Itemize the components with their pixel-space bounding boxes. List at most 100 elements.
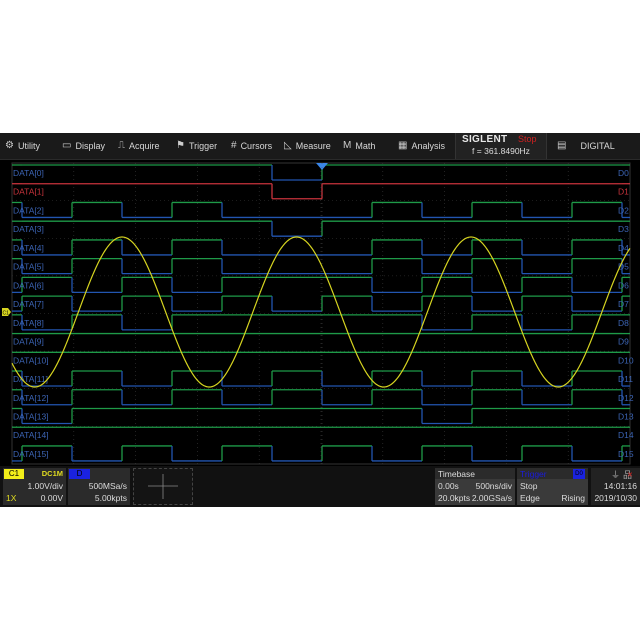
- channel-label: DATA[15]: [13, 449, 49, 459]
- digital-channel-12[interactable]: DATA[12] D12: [12, 389, 634, 406]
- math-icon: M: [343, 140, 352, 151]
- menu-label: Measure: [295, 141, 331, 151]
- channel-label: DATA[6]: [13, 280, 44, 290]
- channel-short-label: D4: [618, 243, 629, 253]
- system-status: ⏚ 品 ✕ 14:01:16 2019/10/30: [591, 468, 640, 505]
- timebase-scale: 500ns/div: [475, 481, 512, 491]
- menu-utility[interactable]: ⚙ Utility: [5, 133, 40, 159]
- menu-label: Utility: [17, 141, 40, 151]
- trigger-type: Edge: [520, 493, 540, 503]
- digital-points: 5.00kpts: [94, 493, 127, 503]
- ch1-scale: 1.00V/div: [27, 481, 63, 491]
- trigger-title: Trigger: [520, 469, 547, 479]
- channel-label: DATA[7]: [13, 299, 44, 309]
- channel-label: DATA[5]: [13, 262, 44, 272]
- digital-channel-11[interactable]: DATA[11] D11: [12, 370, 633, 387]
- digital-channel-13[interactable]: DATA[13] D13: [12, 407, 634, 425]
- timebase-sample-rate: 2.00GSa/s: [471, 493, 512, 503]
- channel-short-label: D2: [618, 205, 629, 215]
- acquire-icon: ⎍: [118, 140, 125, 151]
- crosshair-icon: [148, 474, 178, 499]
- digital-channel-5[interactable]: DATA[5] D5: [12, 258, 630, 275]
- menu-cursors[interactable]: # Cursors: [231, 133, 272, 159]
- channel-label: DATA[3]: [13, 224, 44, 234]
- digital-channel-10[interactable]: DATA[10] D10: [12, 351, 634, 365]
- channel-label: DATA[9]: [13, 337, 44, 347]
- digital-info[interactable]: D 500MSa/s 5.00kpts: [68, 468, 130, 505]
- ch1-info[interactable]: C1 DC1M 1.00V/div 1X 0.00V: [3, 468, 66, 505]
- add-channel-slot[interactable]: [133, 468, 193, 505]
- channel-short-label: D3: [618, 224, 629, 234]
- timebase-title: Timebase: [438, 469, 476, 479]
- ch1-offset-marker[interactable]: C1: [2, 308, 11, 317]
- channel-label: DATA[10]: [13, 355, 49, 365]
- channel-label: DATA[1]: [13, 187, 44, 197]
- trigger-source: D0: [573, 469, 585, 479]
- digital-channel-7[interactable]: DATA[7] D7: [12, 295, 630, 312]
- ch1-probe: 1X: [6, 493, 17, 503]
- run-state[interactable]: Stop: [518, 134, 537, 144]
- trigger-info[interactable]: Trigger D0 Stop Edge Rising: [517, 468, 588, 505]
- timebase-delay: 0.00s: [438, 481, 459, 491]
- menu-label: Math: [355, 141, 376, 151]
- menu-trigger[interactable]: ⚑ Trigger: [176, 133, 217, 159]
- cursors-icon: #: [231, 140, 237, 151]
- channel-short-label: D11: [618, 374, 633, 384]
- channel-short-label: D5: [618, 262, 629, 272]
- digital-channel-6[interactable]: DATA[6] D6: [12, 276, 630, 294]
- trigger-slope: Rising: [561, 493, 585, 503]
- channel-short-label: D10: [618, 355, 634, 365]
- menu-math[interactable]: M Math: [343, 133, 375, 159]
- clock-date: 2019/10/30: [594, 493, 637, 503]
- channel-short-label: D7: [618, 299, 629, 309]
- menu-measure[interactable]: ◺ Measure: [284, 133, 331, 159]
- menu-acquire[interactable]: ⎍ Acquire: [118, 133, 160, 159]
- siglent-logo: SIGLENT: [462, 134, 508, 145]
- channel-short-label: D1: [618, 187, 629, 197]
- digital-channel-9[interactable]: DATA[9] D9: [12, 332, 630, 347]
- channel-label: DATA[11]: [13, 374, 48, 384]
- brand-panel: SIGLENT Stop f = 361.8490Hz: [455, 133, 547, 159]
- trigger-position-marker[interactable]: [316, 163, 328, 170]
- digital-channel-2[interactable]: DATA[2] D2: [12, 201, 630, 219]
- clock-time: 14:01:16: [603, 481, 637, 491]
- channel-label: DATA[4]: [13, 243, 44, 253]
- digital-channel-14[interactable]: DATA[14] D14: [12, 426, 634, 440]
- timebase-points: 20.0kpts: [438, 493, 471, 503]
- channel-label: DATA[0]: [13, 168, 44, 178]
- status-bar: C1 DC1M 1.00V/div 1X 0.00V D 500MSa/s 5.…: [0, 466, 640, 507]
- digital-tag: D: [69, 469, 90, 479]
- channel-label: DATA[14]: [13, 430, 49, 440]
- menu-digital[interactable]: ▤ DIGITAL: [557, 133, 615, 159]
- digital-channel-0[interactable]: DATA[0] D0: [12, 164, 630, 181]
- menu-label: Display: [75, 141, 105, 151]
- ch1-tag: C1: [4, 469, 24, 479]
- timebase-info[interactable]: Timebase 0.00s 500ns/div 20.0kpts 2.00GS…: [435, 468, 515, 505]
- digital-channel-1[interactable]: DATA[1] D1: [12, 183, 630, 200]
- channel-short-label: D13: [618, 411, 634, 421]
- channel-label: DATA[8]: [13, 318, 44, 328]
- digital-channel-15[interactable]: DATA[15] D15: [12, 445, 634, 462]
- ch1-waveform: [11, 236, 631, 388]
- menu-display[interactable]: ▭ Display: [62, 133, 105, 159]
- monitor-icon: ▭: [62, 140, 72, 151]
- menu-digital-label: DIGITAL: [580, 141, 615, 151]
- menu-label: Analysis: [411, 141, 445, 151]
- channel-label: DATA[12]: [13, 393, 49, 403]
- ch1-coupling: DC1M: [41, 469, 63, 478]
- digital-channel-4[interactable]: DATA[4] D4: [12, 239, 630, 256]
- digital-channel-8[interactable]: DATA[8] D8: [12, 314, 630, 331]
- menu-analysis[interactable]: ▦ Analysis: [398, 133, 445, 159]
- trigger-state: Stop: [520, 481, 538, 491]
- channel-short-label: D9: [618, 337, 629, 347]
- channel-short-label: D12: [618, 393, 634, 403]
- digital-channel-3[interactable]: DATA[3] D3: [12, 220, 630, 237]
- network-disconnected-icon: 品 ✕: [623, 470, 633, 480]
- menu-label: Trigger: [188, 141, 218, 151]
- channel-label: DATA[13]: [13, 411, 49, 421]
- oscilloscope-screen: SIGLENT Stop f = 361.8490Hz ▤ DIGITAL DA…: [0, 133, 640, 507]
- digital-icon: ▤: [557, 140, 567, 151]
- usb-icon: ⏚: [611, 470, 621, 480]
- channel-label: DATA[2]: [13, 205, 44, 215]
